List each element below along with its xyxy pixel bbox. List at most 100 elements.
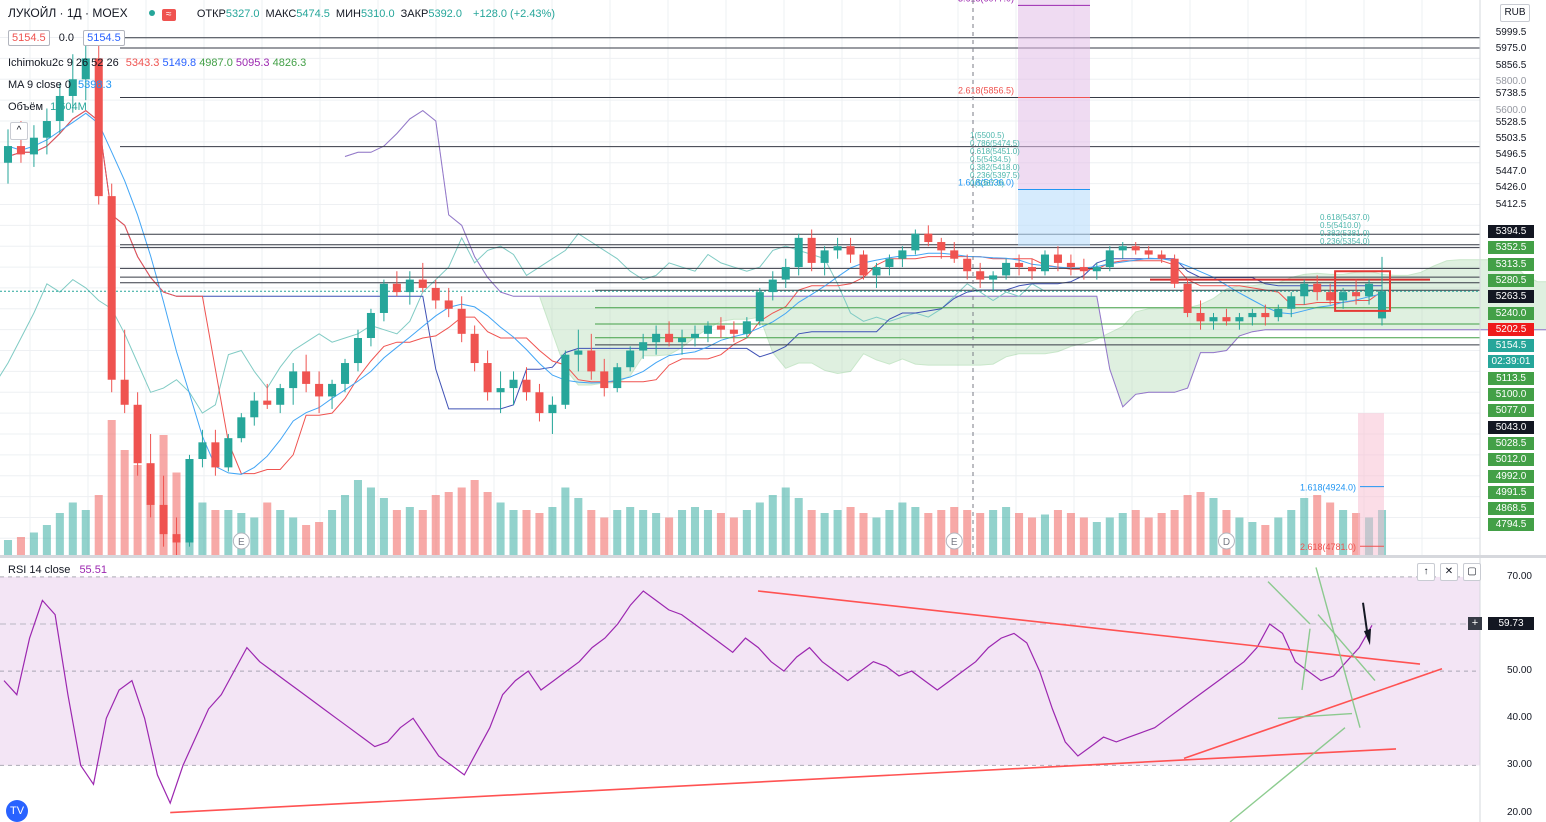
candle-body [1002,262,1011,276]
rsi-helper-line [1317,614,1376,682]
fib-label: 2.618(5856.5) [958,85,1014,95]
candle-body [729,329,738,334]
volume-bar [146,480,155,555]
fib-extension-upper: 3.618(6077.0) 2.618(5856.5) 1.618(5636.0) 1… [958,0,1090,247]
ma-legend[interactable]: MA 9 close 0 5398.3 [8,78,112,92]
volume-bar [1040,514,1049,555]
candle-body [16,146,25,155]
candle-body [561,354,570,405]
arrow-head-icon [1364,628,1371,646]
fib-mid-label: 0.618(5451.0) [970,147,1020,156]
fib-mid-label: 0.236(5354.0) [1320,237,1370,246]
price-tag: 5113.5 [1488,371,1534,385]
candle-body [820,250,829,263]
candle-body [794,237,803,268]
pane-separator[interactable] [0,555,1546,558]
add-level-icon[interactable]: + [1468,617,1482,630]
ma-value: 5398.3 [78,79,112,91]
ohlc-key: ОТКР [196,8,226,20]
volume-bar [1105,517,1114,555]
candle-body [1209,317,1218,322]
candle-body [1339,292,1348,301]
ma-line [7,112,1383,475]
volume-bar [652,513,661,555]
change-value: +128.0 (+2.43%) [473,8,555,20]
price-tag: 4992.0 [1488,469,1534,483]
candle-body [678,338,687,343]
price-axis-label: 5447.0 [1488,164,1534,178]
price-tag: 5077.0 [1488,404,1534,418]
volume-bar [483,492,492,555]
volume-bar [1209,498,1218,555]
candle-body [418,279,427,288]
candle-body [716,325,725,330]
candle-body [444,300,453,309]
volume-bar [742,510,751,555]
candle-body [1300,283,1309,297]
volume-bar [1015,513,1024,555]
currency-button[interactable]: RUB [1500,4,1530,22]
volume-bar [211,510,220,555]
price-axis-label: 5412.5 [1488,197,1534,211]
ichimoku-span-b: 4826.3 [272,57,307,69]
fib-zone [1358,413,1384,556]
volume-bar [3,540,13,555]
ask-price[interactable]: 5154.5 [83,30,125,46]
candle-body [1352,292,1361,297]
candle-body [1079,267,1088,272]
volume-bar [872,517,881,555]
tradingview-logo[interactable]: TV [6,800,28,822]
rsi-legend[interactable]: RSI 14 close 55.51 [8,563,107,577]
candle-body [405,279,414,293]
volume-bar [989,510,998,555]
compare-icon[interactable]: ≈ [161,9,176,21]
volume-bar [263,502,272,555]
volume-bar [418,510,427,555]
ohlc-key: ЗАКР [400,8,429,20]
ohlc-key: МАКС [265,8,297,20]
ichimoku-span-a: 5095.3 [235,57,270,69]
highlight-box [1334,270,1391,312]
volume-bar [94,495,103,555]
candle-body [1313,283,1322,293]
candles [3,37,1387,555]
spread-value: 0.0 [58,32,75,44]
candle-body [587,350,596,372]
volume-bar [42,525,51,555]
candle-body [133,404,142,464]
volume-bar [1028,517,1037,555]
price-tag: 5313.5 [1488,257,1534,271]
candle-body [366,312,375,339]
maximize-pane-button[interactable]: ▢ [1463,563,1481,581]
candle-body [1326,292,1335,301]
candle-body [211,442,220,468]
rsi-chart[interactable] [0,558,1546,822]
collapse-legend-button[interactable]: ^ [10,122,28,140]
rsi-label: RSI 14 close [8,564,71,576]
fib-mid-label: 0.382(5381.0) [1320,229,1370,238]
volume-bar [1248,522,1257,555]
rsi-trendline-support [170,748,1397,814]
price-tag: 5352.5 [1488,241,1534,255]
fib-mid-label: 0.786(5474.5) [970,139,1020,148]
volume-bar [1196,492,1205,555]
price-chart[interactable]: 3.618(6077.0) 2.618(5856.5) 1.618(5636.0) 1… [0,0,1546,556]
bid-price[interactable]: 5154.5 [8,30,50,46]
volume-bar [768,495,777,555]
volume-bar [807,510,816,555]
candle-body [1248,312,1257,318]
candle-body [1040,254,1049,272]
candle-body [1235,317,1244,322]
volume-bar [1092,522,1101,555]
candle-body [1015,262,1024,268]
volume-bar [833,510,842,555]
symbol-title[interactable]: ЛУКОЙЛ · 1Д · MOEX [8,6,128,20]
candle-body [496,388,505,393]
volume-legend[interactable]: Объём 1.604M [8,100,87,114]
volume-bar [1261,525,1270,555]
candle-body [976,271,985,280]
candle-body [315,383,324,397]
close-pane-button[interactable]: ✕ [1440,563,1458,581]
move-pane-up-button[interactable]: ↑ [1417,563,1435,581]
ichimoku-legend[interactable]: Ichimoku2c 9 26 52 26 5343.3 5149.8 4987… [8,56,306,70]
